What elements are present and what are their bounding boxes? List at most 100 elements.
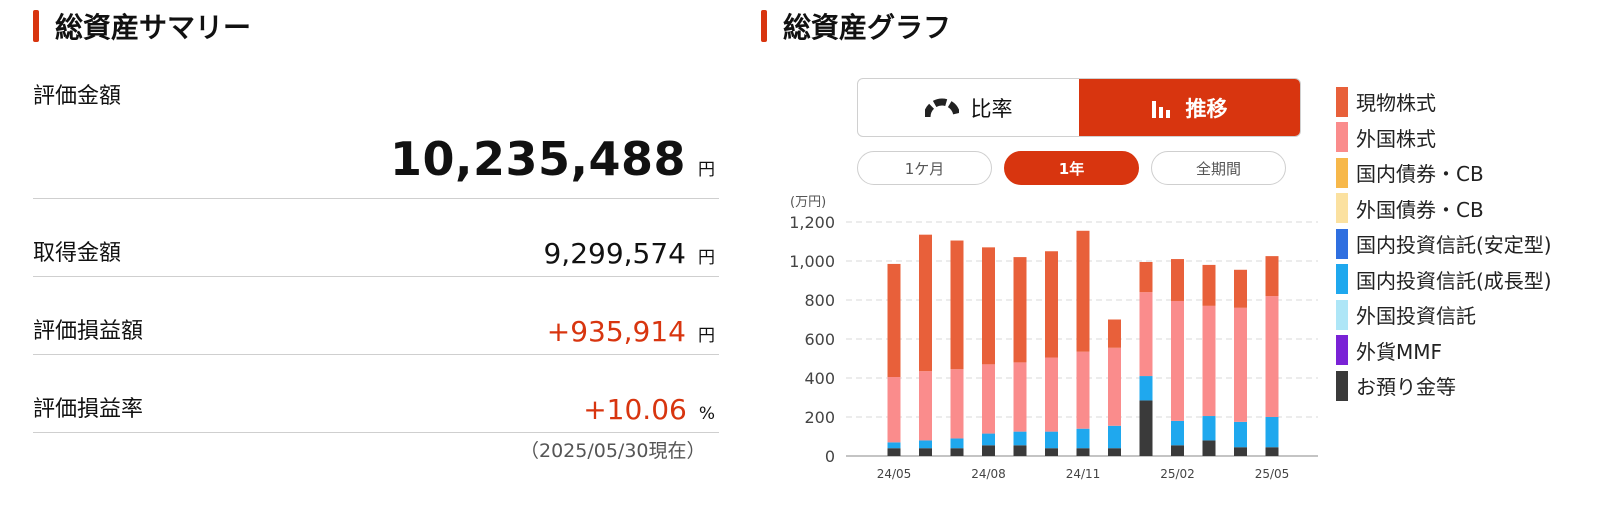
- as-of-date: （2025/05/30現在）: [520, 440, 706, 462]
- legend-item: 国内投資信託(安定型): [1336, 226, 1552, 262]
- bar-segment-お預り金等: [887, 448, 901, 456]
- chart-type-toggle: 比率 推移: [857, 78, 1301, 137]
- acquisition-amount-number: 9,299,574: [543, 237, 686, 270]
- bar-segment-国内投資信託(成長型): [1076, 428, 1090, 449]
- bar-segment-現物株式: [1202, 264, 1216, 306]
- period-1-year-button[interactable]: 1年: [1004, 151, 1139, 185]
- legend-label: 国内投資信託(安定型): [1356, 233, 1552, 258]
- legend-item: お預り金等: [1336, 368, 1552, 404]
- y-tick-label: 0: [825, 447, 835, 466]
- bar-segment-お預り金等: [1202, 440, 1216, 456]
- acquisition-amount-value: 9,299,574 円: [543, 237, 715, 270]
- bar-segment-現物株式: [1108, 319, 1121, 348]
- bar-segment-国内投資信託(成長型): [1045, 431, 1058, 449]
- bar-segment-お預り金等: [950, 448, 964, 456]
- bar-segment-外国株式: [1045, 357, 1058, 432]
- legend-item: 国内債券・CB: [1336, 155, 1552, 191]
- bar-segment-お預り金等: [1108, 448, 1121, 456]
- yen-unit: 円: [698, 248, 715, 268]
- profit-loss-amount-number: +935,914: [546, 315, 686, 348]
- asset-summary: 評価金額 10,235,488 円 取得金額 9,299,574 円 評価損益額…: [33, 70, 719, 433]
- bar-segment-現物株式: [1013, 257, 1027, 363]
- bar-segment-お預り金等: [1045, 448, 1058, 456]
- bar-segment-国内投資信託(成長型): [950, 438, 964, 449]
- bar-segment-お預り金等: [919, 448, 932, 456]
- ratio-button[interactable]: 比率: [858, 79, 1079, 136]
- legend-label: 国内投資信託(成長型): [1356, 268, 1552, 293]
- x-tick-label: 24/05: [877, 467, 912, 481]
- bar-segment-外国株式: [1234, 307, 1247, 422]
- legend-label: 国内債券・CB: [1356, 162, 1484, 187]
- bar-segment-現物株式: [887, 263, 901, 378]
- legend-swatch: [1336, 299, 1348, 330]
- period-1-month-button[interactable]: 1ケ月: [857, 151, 992, 185]
- bar-segment-現物株式: [1139, 261, 1153, 293]
- evaluation-amount-number: 10,235,488: [389, 132, 686, 186]
- x-tick-label: 24/11: [1066, 467, 1101, 481]
- bar-segment-国内投資信託(成長型): [1171, 420, 1184, 446]
- bar-segment-お預り金等: [1171, 445, 1184, 456]
- bar-segment-現物株式: [1265, 256, 1279, 297]
- period-all-button[interactable]: 全期間: [1151, 151, 1286, 185]
- bar-segment-お預り金等: [1139, 400, 1153, 456]
- legend-swatch: [1336, 370, 1348, 401]
- bar-segment-お預り金等: [1076, 448, 1090, 456]
- y-tick-label: 800: [804, 291, 835, 310]
- bar-segment-外国株式: [887, 377, 901, 443]
- legend-label: お預り金等: [1356, 375, 1456, 400]
- bar-segment-現物株式: [1234, 269, 1247, 308]
- bar-segment-国内投資信託(成長型): [919, 440, 932, 449]
- bar-segment-外国株式: [1013, 362, 1027, 432]
- legend-label: 現物株式: [1356, 91, 1436, 116]
- y-tick-label: 1,000: [789, 252, 835, 271]
- chart-legend: 現物株式外国株式国内債券・CB 外国債券・CB 国内投資信託(安定型) 国内投資信託(…: [1336, 84, 1552, 404]
- profit-loss-amount-row: 評価損益額 +935,914 円: [33, 277, 719, 355]
- legend-label: 外国債券・CB: [1356, 197, 1484, 222]
- acquisition-amount-label: 取得金額: [33, 241, 122, 266]
- bar-segment-お預り金等: [1265, 447, 1279, 456]
- trend-button[interactable]: 推移: [1079, 79, 1300, 136]
- ratio-button-label: 比率: [970, 96, 1013, 121]
- bar-segment-現物株式: [1171, 259, 1184, 301]
- legend-item: 外国投資信託: [1336, 297, 1552, 333]
- bar-segment-お預り金等: [982, 445, 995, 456]
- gauge-icon: [924, 98, 959, 118]
- y-tick-label: 400: [804, 369, 835, 388]
- legend-item: 外国債券・CB: [1336, 191, 1552, 227]
- legend-label: 外貨MMF: [1356, 339, 1443, 364]
- bar-segment-国内投資信託(成長型): [1108, 425, 1121, 449]
- legend-item: 外貨MMF: [1336, 333, 1552, 369]
- evaluation-amount-row: 評価金額 10,235,488 円: [33, 70, 719, 199]
- graph-title-text: 総資産グラフ: [783, 11, 952, 44]
- acquisition-amount-row: 取得金額 9,299,574 円: [33, 199, 719, 277]
- y-tick-label: 1,200: [789, 213, 835, 232]
- bar-segment-現物株式: [950, 240, 964, 370]
- legend-label: 外国株式: [1356, 126, 1436, 151]
- bar-chart-icon: [1151, 98, 1174, 118]
- bar-segment-外国株式: [1076, 351, 1090, 429]
- summary-title-text: 総資産サマリー: [55, 11, 252, 44]
- bar-segment-外国株式: [1108, 347, 1121, 426]
- evaluation-amount-label: 評価金額: [33, 84, 122, 109]
- x-tick-label: 25/05: [1255, 467, 1290, 481]
- bar-segment-外国株式: [982, 364, 995, 434]
- y-tick-label: 600: [804, 330, 835, 349]
- bar-segment-国内投資信託(成長型): [1234, 421, 1247, 448]
- legend-swatch: [1336, 228, 1348, 259]
- legend-label: 外国投資信託: [1356, 304, 1476, 329]
- bar-segment-外国株式: [919, 371, 932, 441]
- legend-swatch: [1336, 86, 1348, 117]
- bar-segment-国内投資信託(成長型): [982, 433, 995, 446]
- x-tick-label: 25/02: [1160, 467, 1195, 481]
- x-tick-label: 24/08: [971, 467, 1006, 481]
- legend-item: 現物株式: [1336, 84, 1552, 120]
- yen-unit: 円: [698, 326, 715, 346]
- legend-item: 国内投資信託(成長型): [1336, 262, 1552, 298]
- bar-segment-国内投資信託(成長型): [887, 442, 901, 449]
- asset-trend-chart: (万円) 0 200 400 600 800 1,000 1,200 24/05 24/08 24/…: [789, 195, 1318, 481]
- evaluation-amount-value: 10,235,488 円: [390, 132, 715, 186]
- bar-segment-お預り金等: [1234, 447, 1247, 456]
- trend-button-label: 推移: [1185, 96, 1228, 121]
- profit-loss-amount-label: 評価損益額: [33, 319, 144, 344]
- legend-swatch: [1336, 335, 1348, 366]
